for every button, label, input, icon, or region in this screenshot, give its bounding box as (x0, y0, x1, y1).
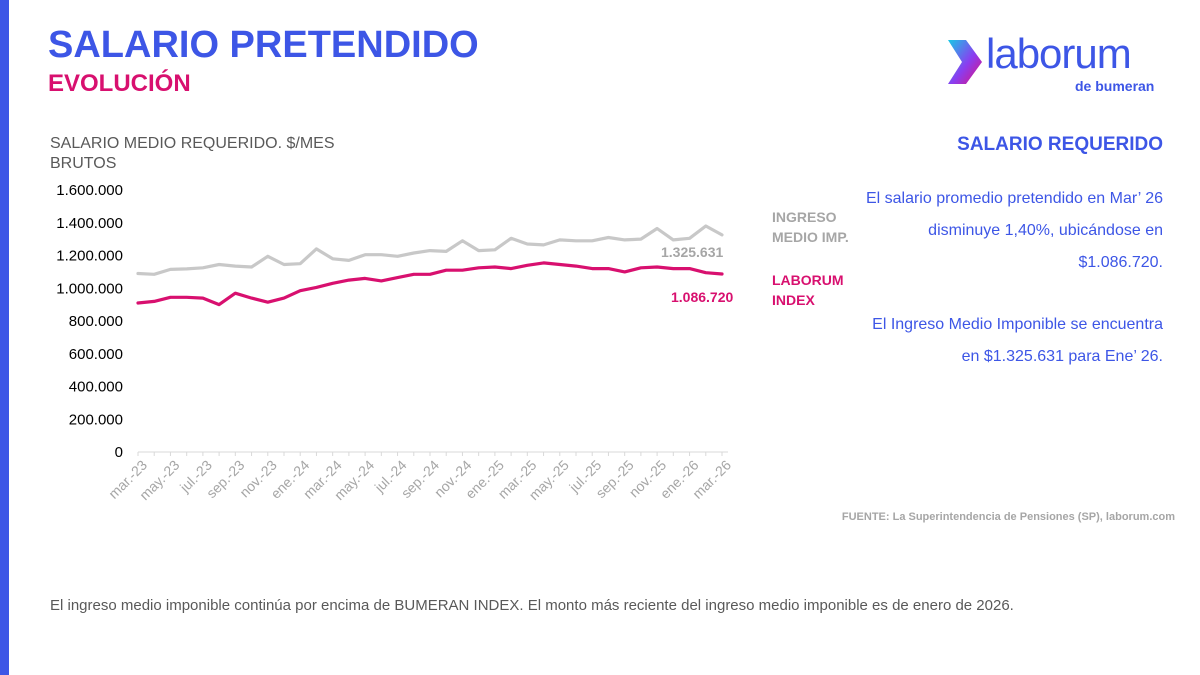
page-subtitle: EVOLUCIÓN (48, 70, 191, 97)
page-title: SALARIO PRETENDIDO (48, 24, 479, 66)
logo-wordmark: laborum (986, 30, 1132, 77)
y-tick-label: 400.000 (69, 379, 123, 396)
y-tick-label: 1.200.000 (56, 248, 123, 265)
y-tick-label: 1.600.000 (56, 182, 123, 199)
y-tick-label: 200.000 (69, 411, 123, 428)
salary-line-chart: 0 200.000 400.000 600.000 800.000 1.000.000 1.… (56, 182, 734, 503)
legend-laborum-index: LABORUM INDEX (772, 272, 844, 308)
logo-arrow-icon (948, 40, 982, 84)
source-note: FUENTE: La Superintendencia de Pensiones… (841, 511, 1175, 523)
side-heading: SALARIO REQUERIDO (957, 134, 1163, 155)
legend-ingreso-medio: INGRESO MEDIO IMP. (772, 209, 849, 245)
y-tick-label: 0 (115, 444, 123, 461)
laborum-logo: laborum de bumeran (944, 30, 1164, 96)
footnote-text: El ingreso medio imponible continúa por … (50, 597, 1014, 614)
left-accent-bar (0, 0, 9, 675)
y-tick-label: 600.000 (69, 346, 123, 363)
chart-title: SALARIO MEDIO REQUERIDO. $/MES BRUTOS (50, 135, 335, 172)
end-label-ingreso-medio: 1.325.631 (661, 244, 723, 260)
logo-tagline: de bumeran (1075, 78, 1155, 94)
series-line-ingreso-medio (136, 224, 724, 276)
end-label-laborum-index: 1.086.720 (671, 289, 733, 305)
y-tick-label: 1.400.000 (56, 215, 123, 232)
y-tick-label: 1.000.000 (56, 280, 123, 297)
series-line-laborum-index (136, 261, 724, 307)
y-tick-label: 800.000 (69, 313, 123, 330)
side-paragraph-salary: El salario promedio pretendido en Mar’ 2… (865, 190, 1163, 271)
side-paragraph-ingreso: El Ingreso Medio Imponible se encuentra … (872, 316, 1163, 365)
